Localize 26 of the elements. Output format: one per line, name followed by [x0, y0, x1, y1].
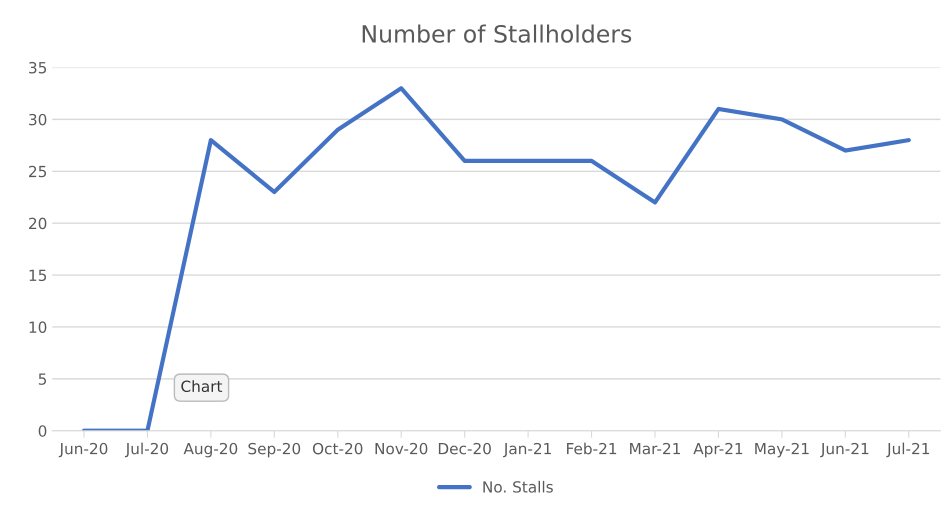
- x-tick-label: Aug-20: [184, 442, 238, 458]
- x-tick-label: Mar-21: [630, 442, 680, 454]
- x-tick-label: Sep-20: [248, 442, 300, 458]
- y-tick-label: 30: [29, 114, 46, 126]
- y-tick-label: 20: [29, 218, 46, 230]
- y-tick-label: 0: [38, 425, 46, 437]
- y-tick-label: 25: [29, 166, 46, 178]
- legend-label: No. Stalls: [483, 480, 553, 493]
- x-tick-label: Jul-21: [886, 442, 930, 458]
- annotation: Chart: [181, 380, 222, 392]
- x-tick-label: Jan-21: [503, 442, 551, 458]
- y-tick-label: 15: [30, 270, 46, 282]
- y-tick-label: 10: [30, 321, 46, 333]
- x-tick-label: May-21: [755, 442, 809, 458]
- chart-title: Number of Stallholders: [362, 24, 632, 43]
- x-tick-label: Oct-20: [312, 442, 362, 454]
- x-tick-label: Feb-21: [567, 442, 616, 454]
- y-tick-label: 35: [29, 62, 46, 74]
- x-tick-label: Dec-20: [438, 442, 491, 454]
- x-tick-label: Nov-20: [376, 442, 428, 454]
- line-series: [82, 86, 911, 431]
- x-tick-label: Jul-20: [124, 442, 168, 458]
- x-tick-label: Jun-21: [820, 442, 868, 458]
- y-tick-label: 5: [38, 374, 46, 385]
- x-tick-label: Jun-20: [58, 442, 108, 458]
- x-tick-label: Apr-21: [693, 442, 742, 458]
